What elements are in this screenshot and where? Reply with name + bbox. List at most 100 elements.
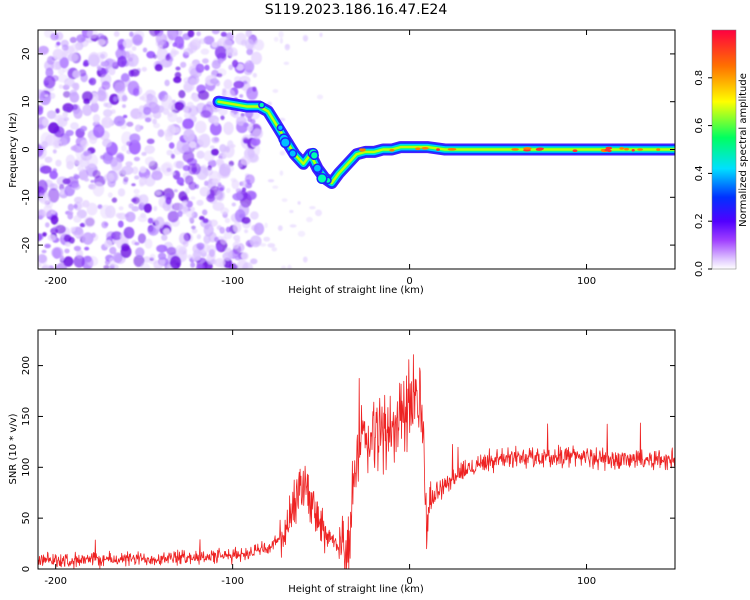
heatmap-blob xyxy=(223,121,234,135)
heatmap-blob xyxy=(64,248,70,254)
snr-y-ticks: 0 50 100 150 200 xyxy=(21,356,675,572)
heatmap-blob xyxy=(193,249,202,259)
heatmap-blob xyxy=(113,115,126,127)
heatmap-blob xyxy=(243,122,249,128)
heatmap-blob xyxy=(83,150,91,156)
snr-marks xyxy=(38,354,675,569)
heatmap-blob xyxy=(164,79,170,87)
snr-y-tick-label: 100 xyxy=(21,458,32,477)
heatmap-blob xyxy=(203,223,214,237)
heatmap-blob xyxy=(152,118,157,125)
heatmap-blob xyxy=(115,49,122,58)
heatmap-blob xyxy=(101,221,109,229)
heatmap-blob xyxy=(140,262,151,269)
heatmap-blob xyxy=(178,232,189,245)
heatmap-blob xyxy=(316,94,324,100)
heatmap-blob xyxy=(65,106,71,112)
heatmap-blob xyxy=(174,36,185,49)
heatmap-blob xyxy=(202,58,209,64)
heatmap-blob xyxy=(103,109,113,118)
heatmap-blob xyxy=(182,106,189,114)
heatmap-blob xyxy=(97,66,102,71)
heatmap-blob xyxy=(132,34,143,46)
heatmap-x-tick-label: -200 xyxy=(44,276,67,287)
heatmap-blob xyxy=(214,236,219,243)
heatmap-blob xyxy=(117,188,126,197)
heatmap-blob xyxy=(112,252,123,264)
heatmap-blob xyxy=(199,186,210,197)
heatmap-blob xyxy=(49,170,58,180)
heatmap-blob xyxy=(233,234,241,241)
heatmap-blob xyxy=(69,211,74,216)
heatmap-blob xyxy=(115,212,123,218)
heatmap-blob xyxy=(107,192,113,198)
heatmap-blob xyxy=(58,84,64,89)
heatmap-blob xyxy=(250,118,256,125)
heatmap-blob xyxy=(118,44,124,49)
heatmap-blob xyxy=(155,190,161,196)
heatmap-blob xyxy=(273,36,279,42)
heatmap-blob xyxy=(121,131,133,146)
heatmap-blob xyxy=(219,226,225,234)
heatmap-blob xyxy=(82,91,93,102)
heatmap-blob xyxy=(241,252,249,260)
heatmap-blob xyxy=(41,140,48,149)
heatmap-blob xyxy=(277,225,283,232)
heatmap-blob xyxy=(84,166,89,170)
heatmap-blob xyxy=(165,196,172,205)
heatmap-blob xyxy=(203,234,211,244)
heatmap-ridge-band xyxy=(217,100,675,185)
heatmap-marks xyxy=(38,30,675,269)
heatmap-blob xyxy=(173,76,182,84)
heatmap-blob xyxy=(165,54,171,61)
heatmap-blob xyxy=(127,80,140,96)
heatmap-blob xyxy=(278,31,284,38)
heatmap-blob xyxy=(122,114,128,119)
heatmap-blob xyxy=(213,137,219,142)
heatmap-blob xyxy=(249,133,255,137)
snr-y-label: SNR (10 * v/v) xyxy=(8,413,19,484)
heatmap-hotspot xyxy=(359,148,365,151)
heatmap-blob xyxy=(97,39,106,46)
heatmap-blob xyxy=(302,34,309,42)
heatmap-x-tick-label: -100 xyxy=(221,276,244,287)
heatmap-hotspot xyxy=(389,149,395,152)
heatmap-blob xyxy=(55,159,62,167)
heatmap-blob xyxy=(222,88,227,93)
heatmap-blob xyxy=(195,63,205,73)
heatmap-blob xyxy=(141,66,147,72)
heatmap-hotspot xyxy=(631,149,635,152)
heatmap-blob xyxy=(215,244,222,251)
heatmap-blob xyxy=(82,61,88,67)
heatmap-blob xyxy=(111,197,118,203)
heatmap-blob xyxy=(144,145,156,154)
heatmap-blob xyxy=(73,204,78,209)
heatmap-blob xyxy=(54,140,63,149)
heatmap-blob xyxy=(126,121,134,127)
heatmap-blob xyxy=(99,67,109,75)
heatmap-blob xyxy=(189,141,197,149)
heatmap-blob xyxy=(187,163,198,175)
heatmap-blob xyxy=(211,30,220,35)
heatmap-blob xyxy=(49,92,56,100)
heatmap-blob xyxy=(100,204,112,219)
heatmap-blob xyxy=(223,79,233,90)
heatmap-blob xyxy=(182,118,194,130)
heatmap-blob xyxy=(162,108,170,115)
heatmap-blob xyxy=(128,203,134,209)
heatmap-blob xyxy=(117,55,127,68)
heatmap-blob xyxy=(92,114,101,123)
heatmap-hotspot xyxy=(523,147,532,150)
heatmap-blob xyxy=(73,255,85,268)
heatmap-blob xyxy=(166,124,176,136)
heatmap-blob xyxy=(103,102,108,108)
heatmap-blob xyxy=(42,118,49,126)
heatmap-blob xyxy=(214,45,227,60)
heatmap-blob xyxy=(38,254,47,264)
heatmap-blob xyxy=(99,53,106,59)
heatmap-blob xyxy=(72,70,81,79)
heatmap-x-label: Height of straight line (km) xyxy=(288,285,424,296)
heatmap-blob xyxy=(232,192,244,201)
heatmap-blob xyxy=(199,257,205,263)
heatmap-blob xyxy=(118,206,124,211)
